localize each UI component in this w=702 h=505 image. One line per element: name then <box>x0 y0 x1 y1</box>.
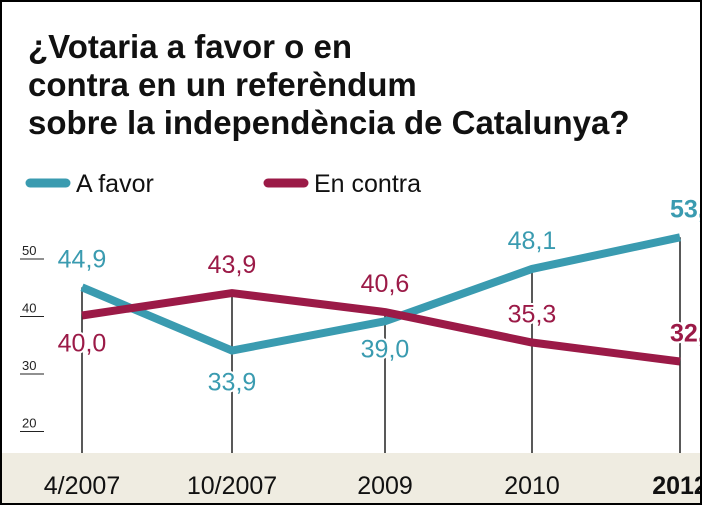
x-tick-label: 2010 <box>504 472 560 500</box>
value-label: 53,6 <box>670 195 702 223</box>
x-tick-label: 4/2007 <box>44 472 120 500</box>
y-tick-label: 40 <box>22 301 36 316</box>
y-tick-label: 30 <box>22 358 36 373</box>
value-label: 44,9 <box>58 245 107 273</box>
value-label: 35,3 <box>508 301 557 329</box>
series-line <box>80 233 681 355</box>
value-label: 33,9 <box>208 369 257 397</box>
value-label: 39,0 <box>361 335 410 363</box>
x-tick-label: 2009 <box>357 472 413 500</box>
value-label: 40,0 <box>58 330 107 358</box>
y-tick-label: 50 <box>22 243 36 258</box>
value-label: 40,6 <box>361 270 410 298</box>
value-label: 48,1 <box>508 227 557 255</box>
legend-label: En contra <box>314 170 421 198</box>
x-axis-band <box>0 453 702 505</box>
x-tick-label: 10/2007 <box>187 472 277 500</box>
x-tick-label: 2012 <box>652 472 702 500</box>
y-tick-label: 20 <box>22 416 36 431</box>
value-label: 43,9 <box>208 251 257 279</box>
value-label: 32,0 <box>670 320 702 348</box>
series-line <box>81 289 681 366</box>
chart-title: ¿Votaria a favor o en contra en un referè… <box>28 28 630 141</box>
legend-label: A favor <box>76 170 154 198</box>
